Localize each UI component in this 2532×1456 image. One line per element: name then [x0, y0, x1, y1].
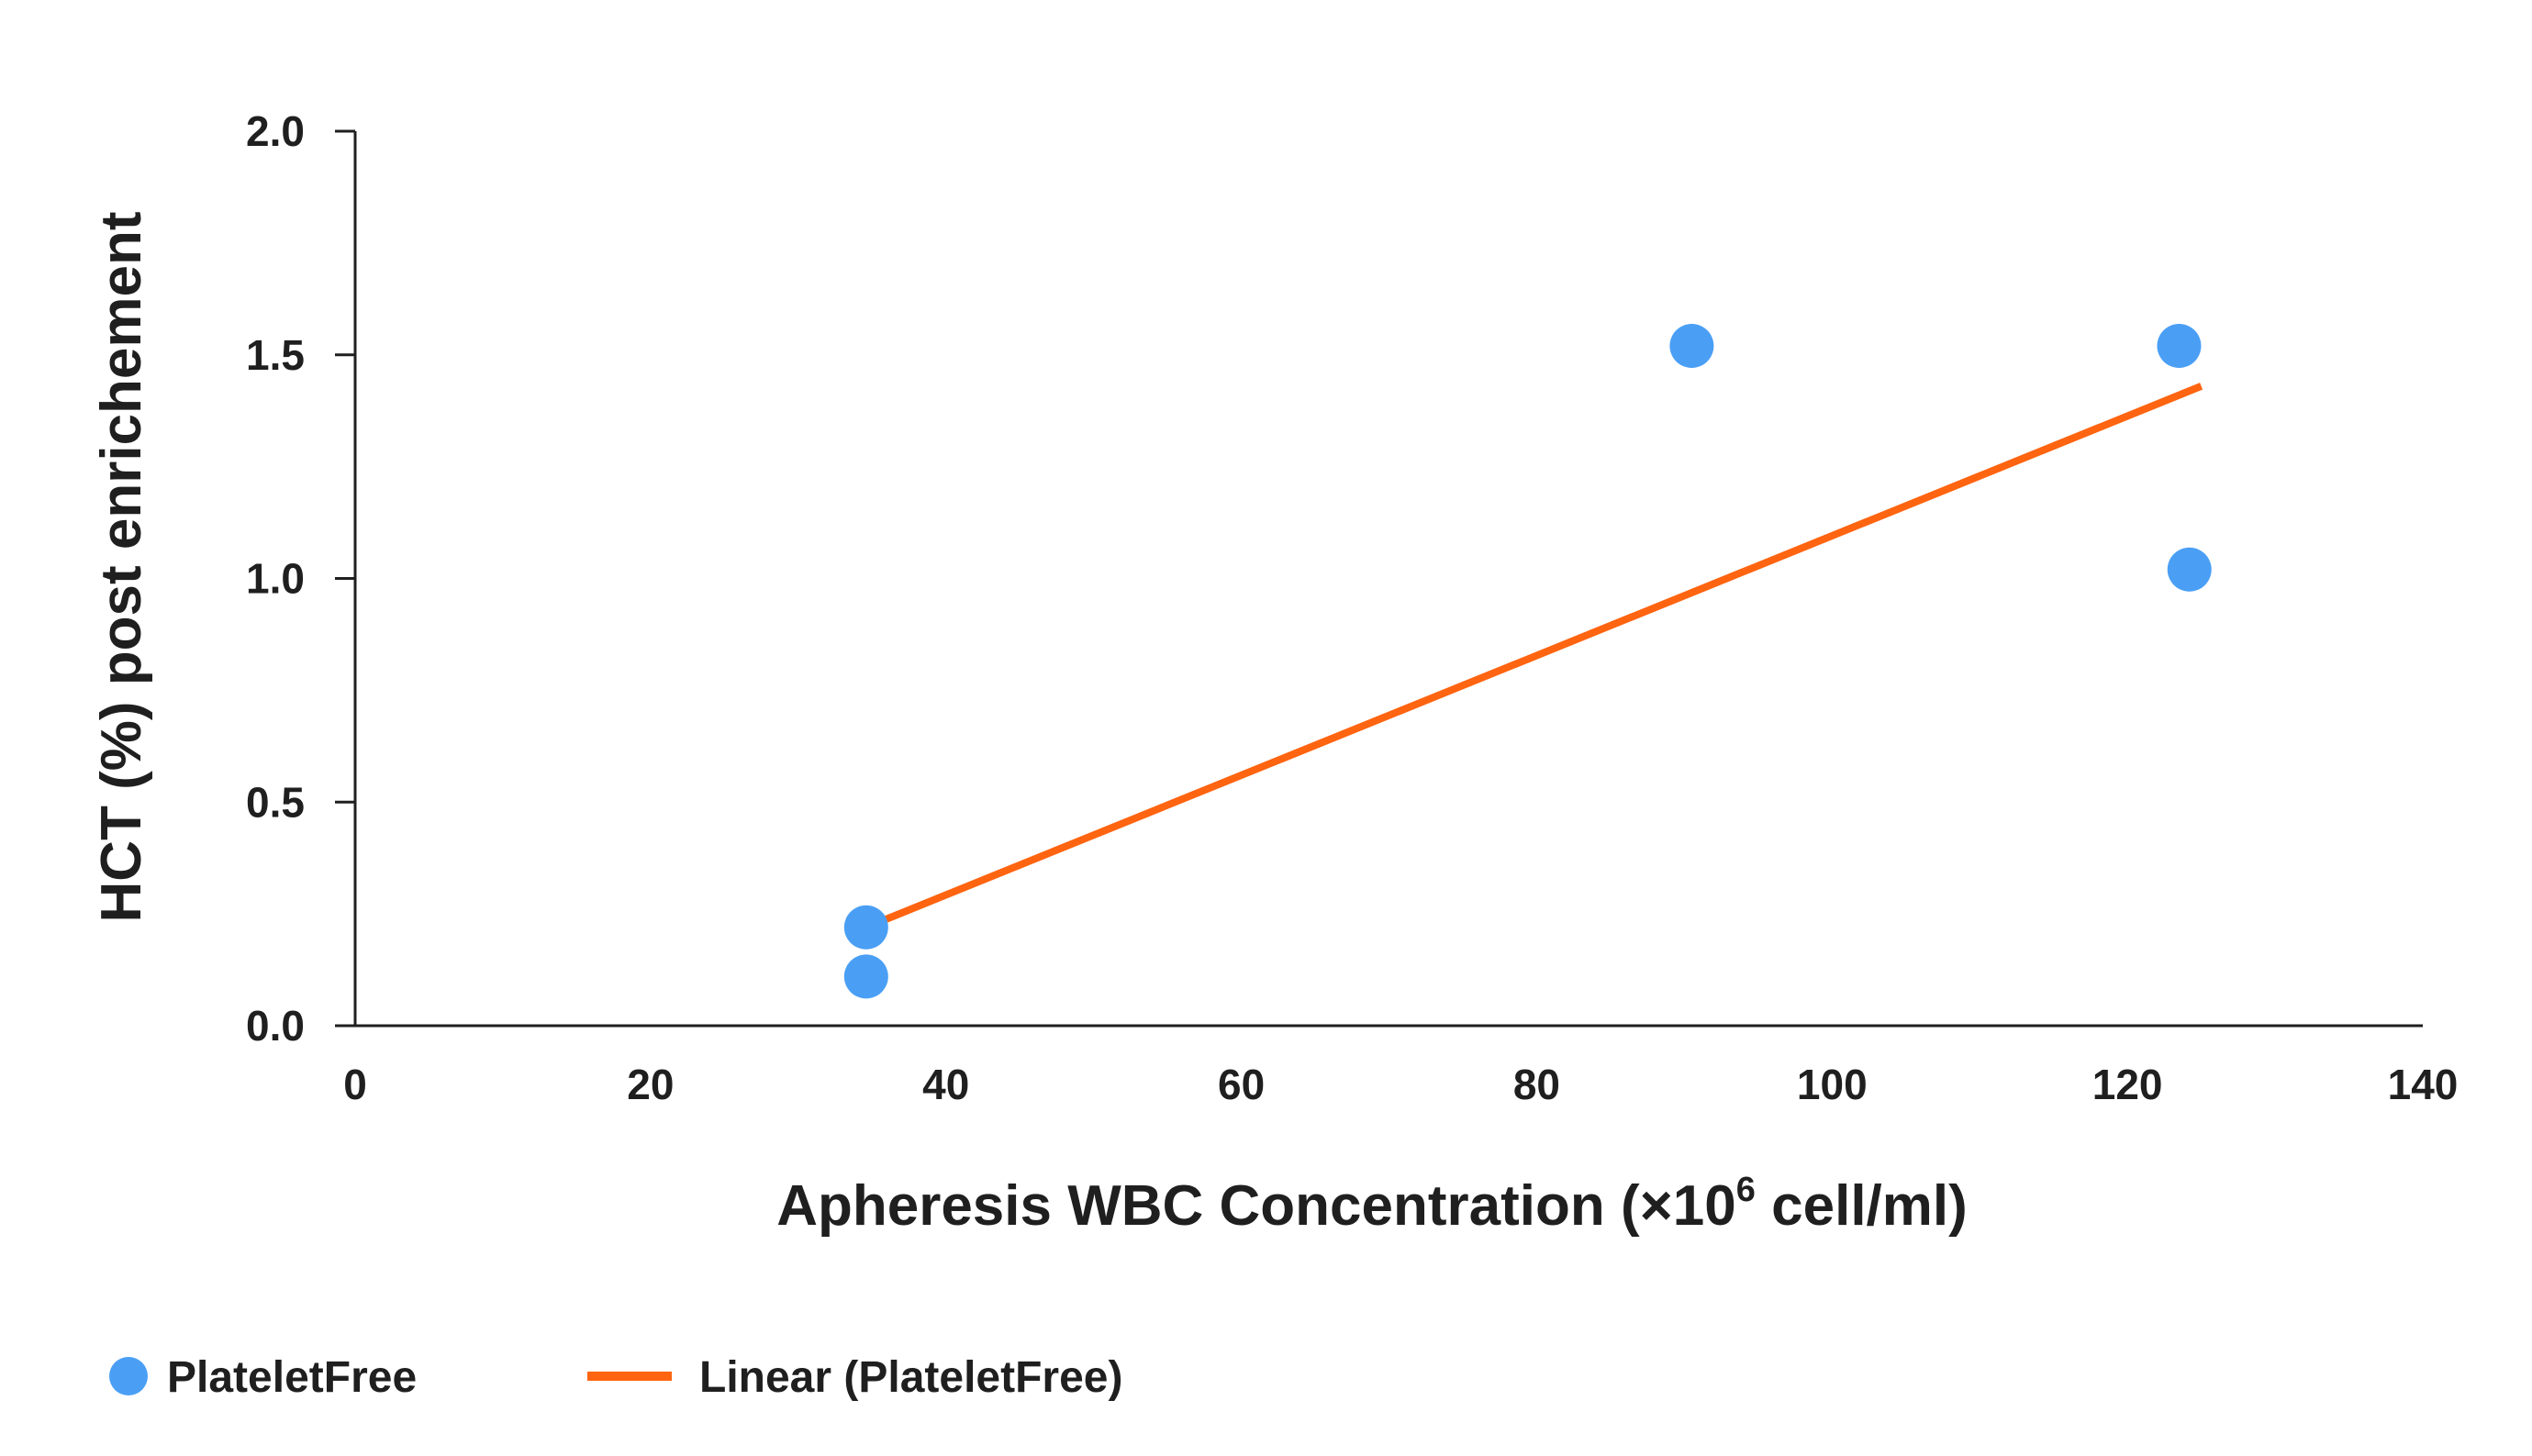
x-axis-title-superscript: 6 — [1736, 1171, 1756, 1209]
x-tick-label: 20 — [627, 1061, 674, 1108]
y-tick-label: 0.5 — [246, 778, 305, 826]
legend-label-linear: Linear (PlateletFree) — [699, 1353, 1122, 1402]
y-axis-title: HCT (%) post enrichement — [90, 211, 153, 922]
trendline-linear — [864, 383, 2203, 931]
y-tick-label: 1.0 — [246, 555, 305, 603]
y-tick-label: 0.0 — [246, 1002, 305, 1050]
legend: PlateletFree Linear (PlateletFree) — [109, 1353, 1122, 1402]
x-tick-label: 100 — [1797, 1061, 1868, 1108]
data-point — [2167, 547, 2212, 592]
data-point — [1669, 324, 1714, 368]
x-tick-label: 120 — [2092, 1061, 2163, 1108]
data-points-layer — [843, 324, 2212, 999]
data-point — [2157, 324, 2202, 368]
legend-label-plateletfree: PlateletFree — [167, 1353, 417, 1402]
y-tick-label: 2.0 — [246, 107, 305, 155]
y-axis-ticks: 0.0 0.5 1.0 1.5 2.0 — [246, 107, 355, 1050]
x-axis-ticks: 0 20 40 60 80 100 120 140 — [343, 1061, 2458, 1108]
data-point — [843, 905, 888, 950]
trendline-layer — [864, 383, 2203, 931]
x-tick-label: 40 — [922, 1061, 969, 1108]
x-tick-label: 0 — [343, 1061, 367, 1108]
x-axis-title-main: Apheresis WBC Concentration (×10 — [776, 1174, 1736, 1238]
x-axis-title-suffix: cell/ml) — [1756, 1174, 1968, 1238]
data-point — [843, 954, 888, 999]
x-tick-label: 140 — [2388, 1061, 2459, 1108]
x-tick-label: 80 — [1513, 1061, 1560, 1108]
y-tick-label: 1.5 — [246, 331, 305, 379]
x-axis-title: Apheresis WBC Concentration (×106 cell/m… — [776, 1171, 1968, 1238]
x-tick-label: 60 — [1218, 1061, 1265, 1108]
legend-marker-plateletfree — [109, 1357, 148, 1395]
